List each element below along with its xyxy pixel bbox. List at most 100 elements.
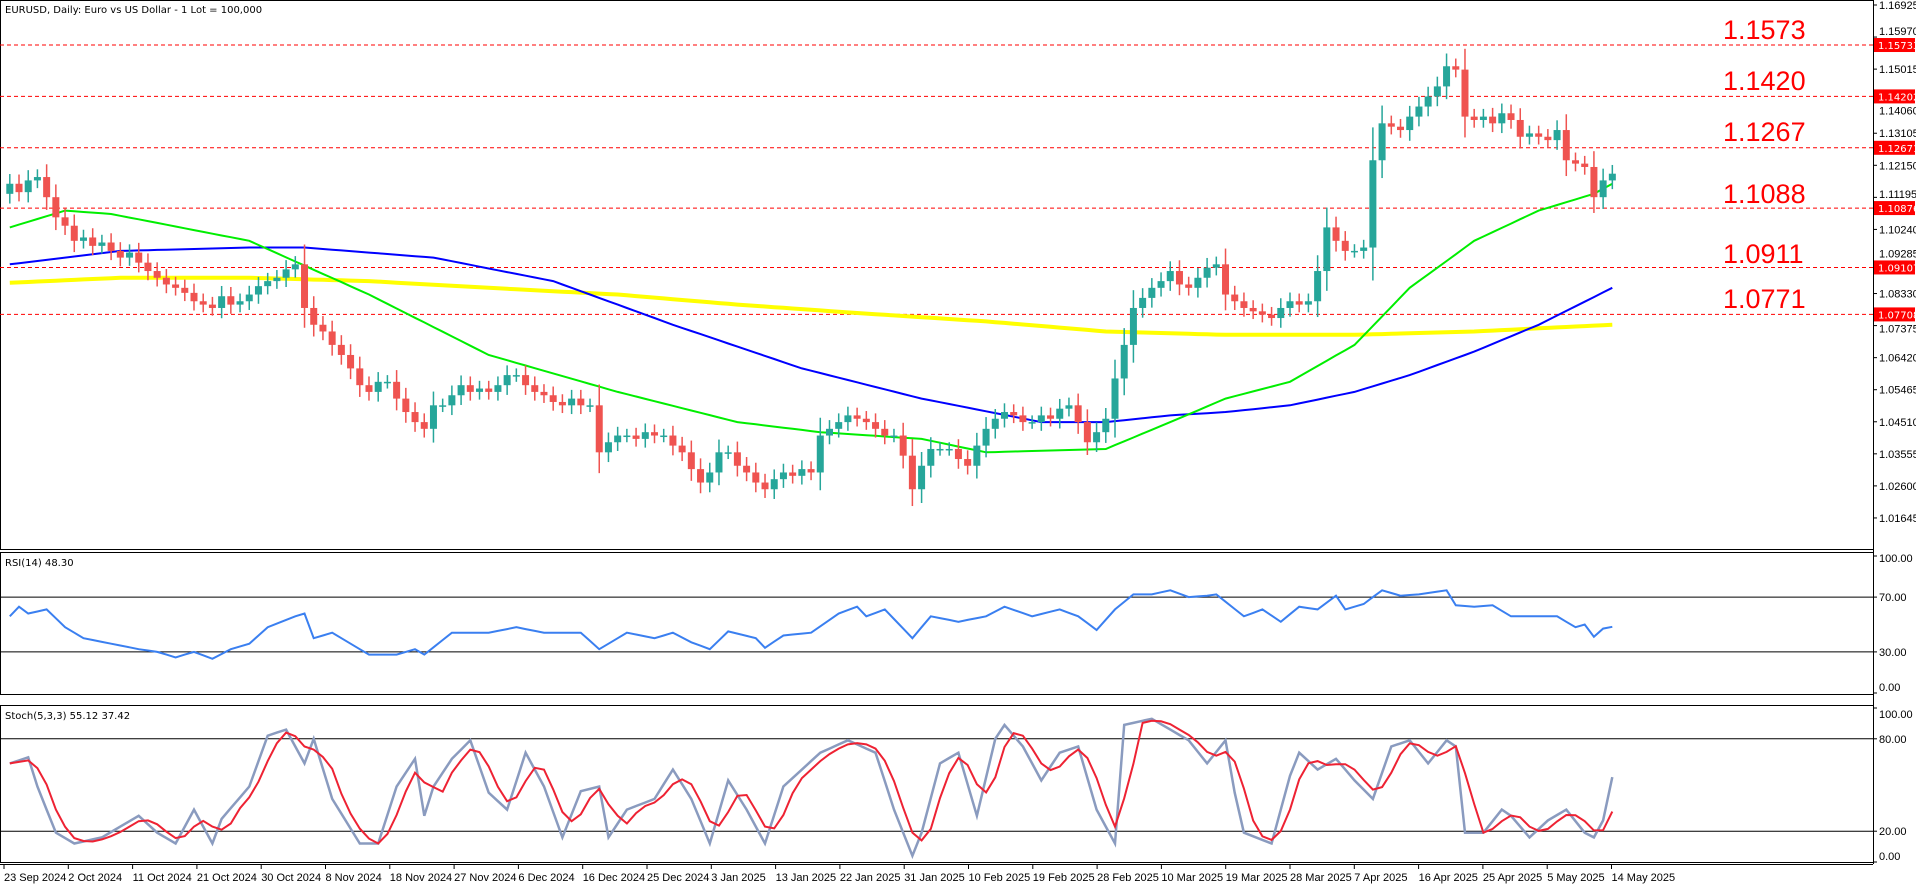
rsi-axis-label: 30.00 — [1879, 647, 1907, 659]
candle — [1249, 300, 1257, 320]
candle — [365, 376, 373, 401]
stoch-pane[interactable]: 100.00 80.00 20.00 0.00 — [0, 705, 1913, 864]
level-annotation: 1.1088 — [1723, 179, 1806, 209]
candle — [1323, 207, 1331, 291]
candle-body — [918, 465, 926, 490]
candle — [503, 365, 511, 395]
candle-body — [1056, 408, 1064, 419]
candle-body — [291, 264, 299, 270]
candle — [1443, 53, 1451, 100]
candle-body — [531, 385, 539, 392]
candle-body — [33, 177, 41, 181]
candle — [1350, 244, 1358, 258]
date-axis-label: 3 Jan 2025 — [711, 872, 765, 884]
candle-body — [1443, 66, 1451, 87]
stoch-axis-label: 0.00 — [1879, 851, 1900, 863]
stoch-main-line — [9, 717, 1614, 860]
candle-body — [908, 455, 916, 490]
candle-body — [264, 281, 272, 287]
candle — [1581, 155, 1589, 175]
candle-body — [761, 482, 769, 490]
level-annotation: 1.0911 — [1723, 239, 1804, 269]
candle — [1277, 298, 1285, 328]
candle-body — [945, 448, 953, 451]
candle-body — [954, 448, 962, 460]
date-axis-label: 13 Jan 2025 — [776, 872, 837, 884]
candle-body — [319, 324, 327, 332]
candle — [6, 174, 14, 204]
candle-body — [789, 472, 797, 476]
level-price-tag — [1874, 307, 1915, 322]
candle — [1231, 285, 1239, 310]
candle-body — [697, 469, 705, 483]
candle — [779, 463, 787, 488]
candle-body — [632, 435, 640, 439]
candle-body — [1083, 422, 1091, 443]
candle — [485, 380, 493, 400]
candle — [1074, 393, 1082, 434]
candle — [476, 380, 484, 400]
candle-body — [604, 442, 612, 453]
candle — [328, 320, 336, 356]
candle-body — [457, 385, 465, 396]
candle — [273, 270, 281, 289]
candle — [310, 296, 318, 337]
candle — [172, 276, 180, 296]
candle — [1378, 105, 1386, 179]
candle — [798, 460, 806, 485]
candle-body — [1323, 227, 1331, 272]
candle — [927, 437, 935, 478]
candle — [1544, 129, 1552, 148]
candle — [715, 439, 723, 486]
candle-body — [245, 294, 253, 302]
candle-body — [1350, 250, 1358, 253]
candle-body — [1019, 415, 1027, 423]
candle — [1507, 104, 1515, 129]
candle-body — [107, 242, 115, 251]
candle-body — [835, 422, 843, 429]
candle-body — [1572, 160, 1579, 164]
price-axis-label: 1.16925 — [1879, 0, 1916, 12]
rsi-axis-label: 100.00 — [1879, 553, 1913, 565]
candle-body — [1544, 136, 1552, 141]
candle — [1516, 108, 1524, 149]
candle — [761, 473, 769, 498]
candle-body — [439, 405, 447, 407]
candle — [586, 398, 594, 413]
candle-body — [1553, 130, 1561, 141]
candle-body — [15, 183, 23, 193]
level-price-tag-text: 1.14202 — [1878, 92, 1916, 103]
candle-body — [1507, 113, 1515, 120]
price-pane[interactable]: 1.16925 1.15970 1.15015 1.14060 1.13105 1.121… — [0, 0, 1916, 550]
candle-body — [890, 435, 898, 438]
candle — [807, 461, 815, 481]
price-axis-label: 1.15970 — [1879, 26, 1916, 38]
candle-body — [1581, 163, 1589, 167]
date-axis-label: 5 May 2025 — [1547, 872, 1604, 884]
candle — [1019, 406, 1027, 431]
candle — [936, 442, 944, 456]
candle — [872, 413, 880, 438]
candle — [24, 170, 32, 203]
candle — [1369, 127, 1377, 281]
candle — [43, 164, 51, 210]
price-axis-label: 1.14060 — [1879, 105, 1916, 117]
date-axis-label: 25 Dec 2024 — [647, 872, 709, 884]
price-axis-label: 1.02600 — [1879, 481, 1916, 493]
candle-body — [872, 422, 880, 429]
candle-body — [494, 385, 502, 392]
candle — [1562, 114, 1570, 177]
date-axis-label: 21 Oct 2024 — [197, 872, 257, 884]
candle-body — [1268, 314, 1276, 319]
candle — [558, 394, 566, 414]
candle — [448, 385, 456, 416]
candle-body — [1590, 166, 1598, 198]
candle-body — [1185, 284, 1193, 288]
price-axis-label: 1.09285 — [1879, 248, 1916, 260]
candle — [282, 260, 290, 287]
candle — [1608, 164, 1616, 190]
candle-body — [586, 405, 594, 407]
candle-body — [135, 252, 143, 263]
candle — [687, 440, 695, 481]
